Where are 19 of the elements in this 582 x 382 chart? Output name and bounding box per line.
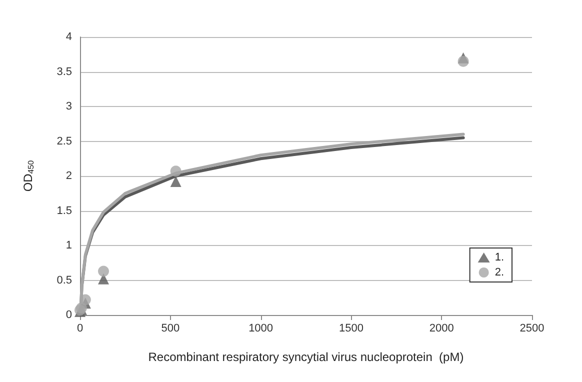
- x-axis-title: Recombinant respiratory syncytial virus nucleoprotein (pM): [148, 350, 464, 364]
- x-tick-label: 2000: [429, 322, 454, 334]
- y-tick-label: 0.5: [56, 274, 72, 286]
- x-tick-label: 500: [161, 322, 180, 334]
- x-tick-label: 0: [76, 322, 84, 334]
- y-axis-title: OD450: [21, 160, 36, 192]
- x-tick-label: 1500: [338, 322, 364, 334]
- y-tick-label: 1: [66, 240, 72, 252]
- y-tick-label: 0: [66, 309, 72, 321]
- x-tick-label: 1000: [248, 322, 274, 334]
- y-tick-label: 4: [66, 31, 72, 43]
- y-tick-label: 2: [66, 170, 72, 182]
- y-tick-label: 3.5: [56, 66, 72, 78]
- x-tick-label: 2500: [520, 322, 544, 334]
- legend-label: 2.: [494, 266, 504, 278]
- legend-label: 1.: [494, 252, 504, 264]
- y-tick-label: 1.5: [56, 204, 72, 217]
- y-tick-label: 2.5: [56, 135, 72, 148]
- y-tick-label: 3: [66, 100, 72, 112]
